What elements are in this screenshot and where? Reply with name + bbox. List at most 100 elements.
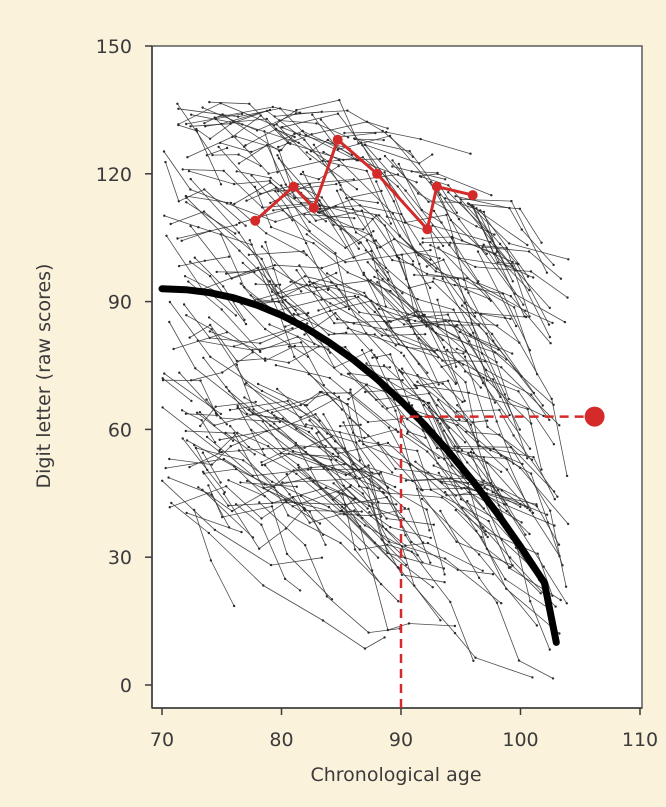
trajectory-point <box>238 221 241 225</box>
trajectory-point <box>215 414 218 417</box>
trajectory-point <box>326 288 330 292</box>
trajectory-point <box>230 277 233 280</box>
trajectory-point <box>388 492 391 495</box>
trajectory-point <box>456 568 459 571</box>
trajectory-point <box>336 317 339 321</box>
trajectory-point <box>235 363 238 366</box>
trajectory-point <box>357 247 360 250</box>
trajectory-point <box>485 379 489 382</box>
trajectory-point <box>344 246 347 249</box>
trajectory-point <box>292 312 296 316</box>
trajectory-point <box>373 275 376 279</box>
trajectory-point <box>295 269 298 272</box>
trajectory-point <box>377 214 381 217</box>
trajectory-point <box>353 137 356 140</box>
trajectory-point <box>376 201 379 204</box>
trajectory-point <box>400 367 404 370</box>
trajectory-point <box>178 371 181 374</box>
trajectory-point <box>457 217 461 221</box>
trajectory-point <box>503 393 506 396</box>
trajectory-point <box>208 137 212 140</box>
trajectory-point <box>185 314 188 317</box>
trajectory-point <box>486 535 489 539</box>
trajectory-point <box>346 372 350 375</box>
trajectory-point <box>276 190 280 193</box>
reference-point <box>584 406 605 427</box>
trajectory-point <box>318 419 321 422</box>
trajectory-point <box>364 390 367 394</box>
trajectory-line <box>269 281 288 318</box>
trajectory-line <box>202 489 254 538</box>
trajectory-point <box>443 557 447 560</box>
trajectory-line <box>427 402 451 450</box>
trajectory-line <box>311 114 441 196</box>
trajectory-point <box>418 174 422 178</box>
trajectory-point <box>438 193 441 197</box>
trajectory-line <box>437 299 457 367</box>
trajectory-point <box>332 223 335 226</box>
trajectory-point <box>184 429 187 433</box>
trajectory-point <box>505 587 508 590</box>
trajectory-point <box>218 438 221 441</box>
trajectory-line <box>444 491 488 538</box>
trajectory-point <box>349 388 352 391</box>
trajectory-line <box>206 147 228 156</box>
trajectory-point <box>357 242 361 245</box>
y-tick-label: 0 <box>120 675 132 697</box>
trajectory-point <box>291 219 294 222</box>
trajectory-point <box>395 503 398 506</box>
x-tick-label: 80 <box>269 729 293 751</box>
trajectory-point <box>203 188 206 191</box>
trajectory-line <box>275 190 329 291</box>
trajectory-point <box>408 150 411 153</box>
trajectory-point <box>225 423 228 426</box>
trajectory-point <box>371 217 374 221</box>
trajectory-point <box>469 450 473 454</box>
trajectory-point <box>273 422 276 425</box>
trajectory-point <box>237 449 241 452</box>
trajectory-point <box>185 511 188 515</box>
trajectory-point <box>354 231 358 234</box>
highlighted-individual-point <box>422 224 433 235</box>
trajectory-line <box>186 201 236 234</box>
trajectory-point <box>327 348 330 351</box>
trajectory-point <box>448 243 451 247</box>
trajectory-point <box>482 376 485 379</box>
trajectory-point <box>347 307 351 311</box>
trajectory-point <box>200 419 203 422</box>
trajectory-point <box>542 565 545 568</box>
trajectory-point <box>251 412 255 415</box>
trajectory-point <box>464 430 468 433</box>
trajectory-point <box>463 399 466 403</box>
trajectory-point <box>302 250 305 253</box>
trajectory-point <box>434 270 437 273</box>
trajectory-point <box>474 311 477 314</box>
trajectory-point <box>425 508 428 511</box>
trajectory-line <box>365 249 544 417</box>
trajectory-point <box>333 392 336 395</box>
trajectory-point <box>386 628 390 632</box>
trajectory-point <box>441 359 444 362</box>
trajectory-point <box>314 413 317 416</box>
trajectory-point <box>295 472 298 475</box>
trajectory-point <box>358 204 362 207</box>
trajectory-point <box>253 185 257 189</box>
trajectory-point <box>467 291 470 294</box>
trajectory-point <box>197 486 200 489</box>
trajectory-point <box>496 488 500 492</box>
trajectory-point <box>387 540 391 543</box>
trajectory-point <box>386 271 389 274</box>
trajectory-point <box>551 321 554 325</box>
trajectory-line <box>438 247 492 302</box>
y-axis-title: Digit letter (raw scores) <box>33 264 55 489</box>
trajectory-point <box>293 355 296 358</box>
trajectory-point <box>199 379 202 382</box>
trajectory-point <box>261 447 265 451</box>
trajectory-line <box>182 438 226 493</box>
trajectory-point <box>437 246 440 249</box>
trajectory-point <box>450 235 454 239</box>
trajectory-point <box>195 127 198 131</box>
trajectory-point <box>480 536 483 539</box>
trajectory-point <box>331 466 334 469</box>
trajectory-point <box>319 118 323 121</box>
